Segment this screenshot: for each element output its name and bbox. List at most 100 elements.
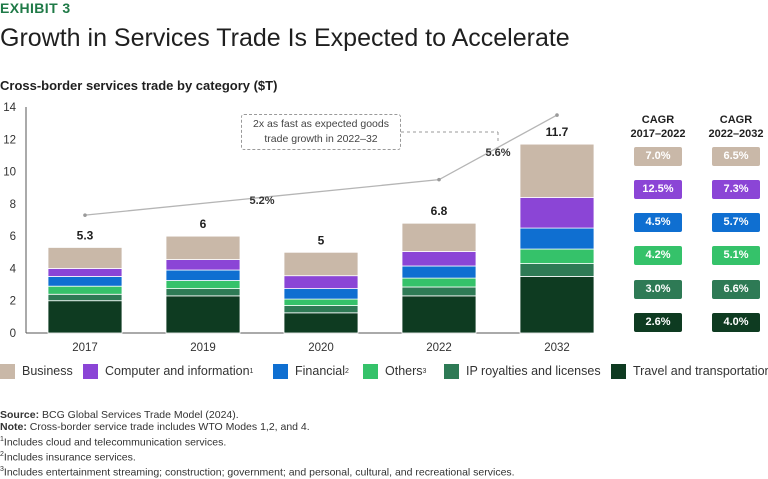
bar-total-label: 5 bbox=[318, 233, 325, 247]
bar-total-label: 11.7 bbox=[546, 125, 569, 139]
bar-total-label: 6 bbox=[200, 217, 207, 231]
legend-swatch bbox=[83, 363, 98, 379]
bar-segment-business-2019 bbox=[165, 235, 241, 260]
cagr-2017-2022-value: 3.0% bbox=[634, 280, 682, 299]
bar-segment-ip-royalties-and-licenses-2019 bbox=[165, 288, 241, 297]
cagr-2022-2032-value: 5.1% bbox=[712, 246, 760, 265]
cagr-2022-2032-value: 4.0% bbox=[712, 313, 760, 332]
bar-segment-business-2017 bbox=[47, 247, 123, 269]
x-tick-label: 2017 bbox=[72, 342, 98, 354]
bar-segment-computer-and-information-2022 bbox=[401, 251, 477, 267]
bar-segment-business-2022 bbox=[401, 222, 477, 252]
cagr-2017-2022-value: 4.2% bbox=[634, 246, 682, 265]
legend-swatch bbox=[363, 363, 378, 379]
callout-line-2: trade growth in 2022–32 bbox=[264, 133, 378, 145]
legend-item: Travel and transportation bbox=[611, 362, 768, 380]
bar-segment-others-2032 bbox=[519, 248, 595, 264]
bar-segment-computer-and-information-2019 bbox=[165, 259, 241, 271]
footnote-mark: 3 bbox=[0, 465, 4, 473]
bar-total-label: 5.3 bbox=[77, 228, 94, 242]
cagr-2022-2032-value: 6.6% bbox=[712, 280, 760, 299]
bar-segment-business-2020 bbox=[283, 251, 359, 277]
footnote-2: 2Includes insurance services. bbox=[0, 449, 515, 464]
callout-line-1: 2x as fast as expected goods bbox=[252, 118, 389, 130]
source-text: BCG Global Services Trade Model (2024). bbox=[42, 409, 239, 421]
legend-item: IP royalties and licenses bbox=[444, 362, 601, 380]
bar-segment-travel-and-transportation-2032 bbox=[519, 276, 595, 334]
cagr-2022-2032-value: 6.5% bbox=[712, 147, 760, 166]
chart-legend: Business Computer and information 1 Financi… bbox=[0, 362, 768, 382]
cagr-2017-2022-value: 4.5% bbox=[634, 213, 682, 232]
exhibit-label: EXHIBIT 3 bbox=[0, 0, 71, 16]
bar-total-label: 6.8 bbox=[431, 204, 448, 218]
bar-segment-others-2020 bbox=[283, 298, 359, 306]
x-tick-label: 2022 bbox=[426, 342, 452, 354]
trend-point bbox=[555, 113, 559, 117]
y-tick-label: 2 bbox=[10, 296, 16, 308]
general-note: Note: Cross-border service trade include… bbox=[0, 421, 515, 433]
x-tick-label: 2032 bbox=[544, 342, 570, 354]
bar-segment-financial-2022 bbox=[401, 265, 477, 279]
legend-item: Others 3 bbox=[363, 362, 426, 380]
bar-segment-ip-royalties-and-licenses-2022 bbox=[401, 286, 477, 297]
legend-label: Travel and transportation bbox=[633, 364, 768, 378]
bar-segment-computer-and-information-2020 bbox=[283, 275, 359, 290]
legend-footnote-mark: 1 bbox=[249, 367, 254, 375]
stacked-bar-chart: 0 2 4 6 8 10 12 14 5.3 2017 6 2019 5 2020 6.8 2022 11.7 2… bbox=[3, 102, 595, 354]
footnote-text: Includes entertainment streaming; constr… bbox=[3, 466, 515, 479]
trend-point bbox=[437, 177, 441, 182]
footnote-text: Includes cloud and telecommunication ser… bbox=[3, 436, 227, 449]
legend-swatch bbox=[611, 363, 626, 379]
x-tick-label: 2020 bbox=[308, 342, 334, 354]
cagr-header-period: 2017–2022 bbox=[630, 128, 686, 140]
source-note: Source: BCG Global Services Trade Model … bbox=[0, 409, 515, 421]
y-tick-label: 14 bbox=[3, 102, 16, 114]
bar-segment-ip-royalties-and-licenses-2020 bbox=[283, 305, 359, 314]
footnote-text: Includes insurance services. bbox=[3, 451, 136, 464]
note-text: Cross-border service trade includes WTO … bbox=[29, 421, 310, 434]
cagr-header-period: 2022–2032 bbox=[708, 128, 764, 140]
page-title: Growth in Services Trade Is Expected to … bbox=[0, 24, 570, 52]
legend-swatch bbox=[444, 363, 459, 379]
bar-segment-travel-and-transportation-2020 bbox=[283, 312, 359, 334]
cagr-header-2022-2032: CAGR 2022–2032 bbox=[701, 113, 768, 141]
bar-segment-travel-and-transportation-2019 bbox=[165, 295, 241, 334]
bar-segment-others-2022 bbox=[401, 277, 477, 288]
trend-callout: 2x as fast as expected goods trade growt… bbox=[241, 114, 401, 150]
legend-swatch bbox=[273, 363, 288, 379]
bar-segment-travel-and-transportation-2022 bbox=[401, 295, 477, 334]
legend-item: Computer and information 1 bbox=[83, 362, 253, 380]
footnotes: Source: BCG Global Services Trade Model … bbox=[0, 409, 515, 479]
bar-segment-ip-royalties-and-licenses-2032 bbox=[519, 263, 595, 277]
x-tick-label: 2019 bbox=[190, 342, 216, 354]
y-tick-label: 10 bbox=[3, 167, 16, 179]
cagr-header-label: CAGR bbox=[719, 114, 753, 126]
cagr-2022-2032-value: 5.7% bbox=[712, 213, 760, 232]
cagr-2017-2022-value: 7.0% bbox=[634, 147, 682, 166]
bar-segment-business-2032 bbox=[519, 143, 595, 198]
footnote-mark: 2 bbox=[0, 450, 4, 458]
bar-segment-others-2017 bbox=[47, 285, 123, 295]
footnote-mark: 1 bbox=[0, 435, 4, 443]
trend-label: 5.6% bbox=[485, 147, 510, 159]
bar-segment-computer-and-information-2032 bbox=[519, 196, 595, 229]
footnote-1: 1Includes cloud and telecommunication se… bbox=[0, 434, 515, 449]
bar-segment-others-2019 bbox=[165, 280, 241, 290]
cagr-header-label: CAGR bbox=[641, 114, 675, 126]
y-tick-label: 12 bbox=[3, 134, 16, 146]
bar-segment-financial-2019 bbox=[165, 269, 241, 281]
legend-item: Financial 2 bbox=[273, 362, 349, 380]
legend-label: Others bbox=[385, 364, 423, 378]
y-tick-label: 6 bbox=[10, 231, 16, 243]
y-tick-label: 0 bbox=[10, 328, 16, 340]
legend-footnote-mark: 3 bbox=[422, 367, 427, 375]
chart-subtitle: Cross-border services trade by category … bbox=[0, 78, 278, 93]
bar-segment-financial-2020 bbox=[283, 288, 359, 300]
bar-segment-ip-royalties-and-licenses-2017 bbox=[47, 293, 123, 302]
cagr-2017-2022-value: 2.6% bbox=[634, 313, 682, 332]
footnote-3: 3Includes entertainment streaming; const… bbox=[0, 464, 515, 479]
y-tick-label: 4 bbox=[10, 263, 17, 275]
legend-label: Business bbox=[22, 364, 73, 378]
bar-segment-financial-2017 bbox=[47, 276, 123, 287]
trend-label: 5.2% bbox=[249, 195, 274, 207]
